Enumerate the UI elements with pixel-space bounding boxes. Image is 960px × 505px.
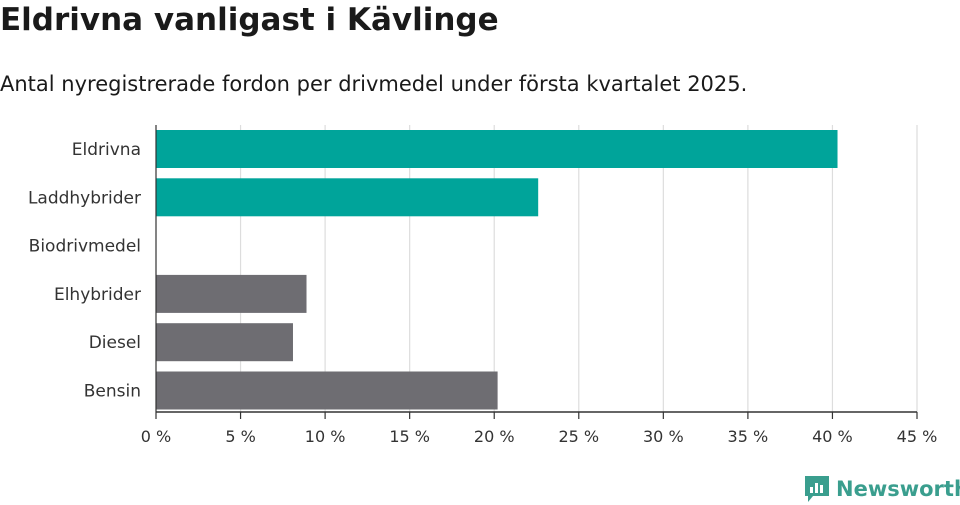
x-tick-label: 10 % — [305, 427, 346, 446]
bars — [156, 130, 838, 410]
x-tick-label: 30 % — [643, 427, 684, 446]
bar — [156, 274, 307, 313]
x-tick-label: 0 % — [141, 427, 171, 446]
category-label: Elhybrider — [54, 285, 141, 305]
bar — [156, 323, 293, 362]
x-tick-label: 25 % — [558, 427, 599, 446]
bar — [156, 178, 539, 217]
x-tick-label: 35 % — [728, 427, 769, 446]
category-labels: Eldrivna Laddhybrider Biodrivmedel Elhybrid… — [28, 140, 141, 402]
bar — [156, 371, 498, 410]
x-axis: 0 % 5 % 10 % 15 % 20 % 25 % 30 % 35 % 40 % 45 % — [141, 125, 938, 446]
x-tick-label: 20 % — [474, 427, 515, 446]
x-tick-label: 5 % — [225, 427, 255, 446]
category-label: Biodrivmedel — [29, 237, 141, 257]
bar — [156, 130, 838, 168]
newsworthy-brand[interactable]: Newsworthy — [804, 474, 960, 504]
bar-chart: 0 % 5 % 10 % 15 % 20 % 25 % 30 % 35 % 40 % 45 % E… — [28, 125, 938, 446]
gridlines — [239, 125, 918, 412]
brand-name: Newsworthy — [836, 477, 960, 501]
category-label: Laddhybrider — [28, 188, 141, 208]
x-tick-label: 45 % — [897, 427, 938, 446]
x-tick-label: 15 % — [389, 427, 430, 446]
category-label: Diesel — [89, 333, 141, 353]
category-label: Eldrivna — [72, 140, 141, 160]
category-label: Bensin — [84, 382, 141, 402]
chart-title: Eldrivna vanligast i Kävlinge — [0, 2, 499, 38]
chart-subtitle: Antal nyregistrerade fordon per drivmede… — [0, 72, 748, 96]
x-tick-label: 40 % — [812, 427, 853, 446]
newsworthy-logo-icon — [805, 476, 829, 502]
